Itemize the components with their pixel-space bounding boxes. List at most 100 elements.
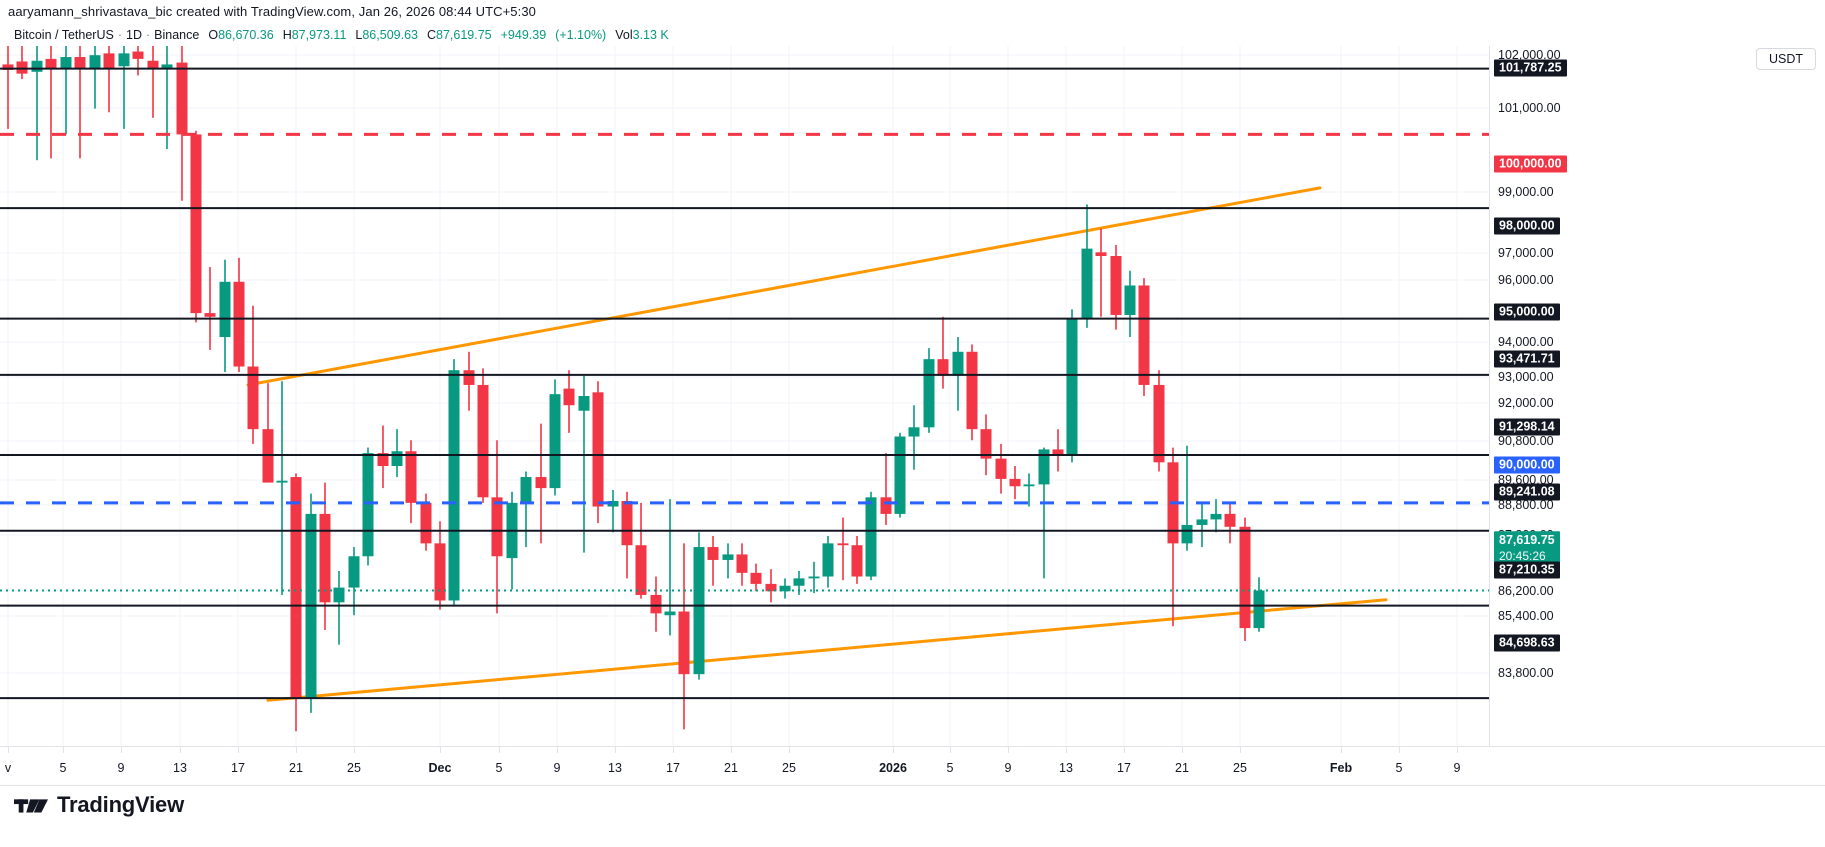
legend-high-label: H [282,28,292,42]
date-axis-tick: 25 [1233,761,1247,775]
price-axis-tick: 102,000.00 [1498,48,1561,62]
price-axis-tick: 99,000.00 [1498,185,1554,199]
tradingview-footer: TradingView [14,792,184,818]
price-axis-label-dark[interactable]: 98,000.00 [1494,217,1560,235]
price-axis[interactable]: USDT 102,000.00 101,000.00 99,000.00 97,000… [1489,46,1825,746]
chart-plot-area[interactable] [0,46,1489,746]
date-axis-tick: 13 [608,761,622,775]
price-axis-label-blue[interactable]: 90,000.00 [1494,456,1560,474]
legend-open-label: O [208,28,219,42]
date-axis-separator [557,747,558,753]
date-axis-separator [1457,747,1458,753]
price-axis-tick: 92,000.00 [1498,396,1554,410]
price-axis-label-dark[interactable]: 95,000.00 [1494,303,1560,321]
date-axis-separator [1124,747,1125,753]
date-axis-tick: Dec [428,761,452,775]
date-axis-separator [238,747,239,753]
price-axis-tick: 86,200.00 [1498,584,1554,598]
price-axis-tick: 94,000.00 [1498,335,1554,349]
date-axis-tick: 9 [1004,761,1012,775]
date-axis-separator [63,747,64,753]
price-axis-tick: 85,400.00 [1498,609,1554,623]
date-axis-tick: 21 [1175,761,1189,775]
legend-volume-value: 3.13 K [632,28,669,42]
legend-close-label: C [426,28,436,42]
date-axis-separator [673,747,674,753]
date-axis-separator [893,747,894,753]
price-axis-label-dark[interactable]: 91,298.14 [1494,418,1560,436]
price-axis-label-dark[interactable]: 84,698.63 [1494,634,1560,652]
date-axis-separator [1240,747,1241,753]
date-axis-separator [789,747,790,753]
bar-countdown: 20:45:26 [1499,548,1546,563]
date-axis-tick: 17 [231,761,245,775]
date-axis-separator [950,747,951,753]
price-axis-tick: 93,000.00 [1498,370,1554,384]
date-axis-separator [1008,747,1009,753]
date-axis-tick: 5 [946,761,954,775]
date-axis-tick: 13 [173,761,187,775]
date-axis-separator [731,747,732,753]
date-axis-tick: 25 [347,761,361,775]
price-axis-label-red[interactable]: 100,000.00 [1494,155,1567,173]
price-axis-tick: 101,000.00 [1498,101,1561,115]
legend-low-label: L [355,28,363,42]
date-axis-tick: 5 [1395,761,1403,775]
price-axis-label-teal[interactable]: 87,619.75 20:45:26 [1494,531,1560,567]
date-axis-separator [296,747,297,753]
legend-high-value: 87,973.11 [291,28,347,42]
candlestick-canvas [0,46,1489,746]
price-axis-tick: 96,000.00 [1498,273,1554,287]
legend-symbol[interactable]: Bitcoin / TetherUS [14,28,114,42]
legend-close-value: 87,619.75 [436,28,492,42]
date-axis-tick: 5 [59,761,67,775]
legend-exchange[interactable]: Binance [154,28,200,42]
legend-volume-label: Vol [615,28,633,42]
legend-dot-1: · [117,28,122,42]
price-axis-tick: 97,000.00 [1498,246,1554,260]
chart-legend: Bitcoin / TetherUS · 1D · Binance O86,67… [14,28,669,42]
date-axis-separator [1182,747,1183,753]
date-axis-tick: 2026 [879,761,907,775]
date-axis-tick: 5 [495,761,503,775]
date-axis-tick: 17 [1117,761,1131,775]
date-axis-tick: 13 [1059,761,1073,775]
date-axis-separator [1399,747,1400,753]
date-axis-tick: 9 [1453,761,1461,775]
date-axis-tick: 17 [666,761,680,775]
legend-change: +949.39 [500,28,547,42]
price-axis-label-dark[interactable]: 101,787.25 [1494,59,1567,77]
tradingview-logo-icon [14,799,48,813]
date-axis-separator [180,747,181,753]
date-axis-tick: 9 [553,761,561,775]
date-axis-separator [8,747,9,753]
price-axis-tick: 90,800.00 [1498,434,1554,448]
date-axis-tick: 21 [724,761,738,775]
legend-dot-2: · [145,28,151,42]
date-axis-separator [1066,747,1067,753]
legend-low-value: 86,509.63 [362,28,418,42]
date-axis-separator [615,747,616,753]
date-axis-separator [1341,747,1342,753]
currency-chip[interactable]: USDT [1755,48,1816,70]
tradingview-wordmark: TradingView [57,792,184,817]
date-axis-tick: 25 [782,761,796,775]
date-axis-separator [354,747,355,753]
date-axis-tick: 9 [117,761,125,775]
legend-interval[interactable]: 1D [126,28,142,42]
date-axis-tick: Feb [1329,761,1353,775]
attribution-text: aaryamann_shrivastava_bic created with T… [8,4,537,19]
date-axis[interactable]: v 5 9 13 17 21 25 Dec 5 9 13 17 21 25 2026 5 9 13 17 21 25 Fe… [0,746,1825,786]
price-axis-label-dark[interactable]: 93,471.71 [1494,350,1560,368]
legend-change-percent: (+1.10%) [555,28,607,42]
date-axis-separator [121,747,122,753]
price-axis-label-dark[interactable]: 87,210.35 [1494,561,1560,579]
date-axis-tick: 21 [289,761,303,775]
price-axis-tick: 83,800.00 [1498,666,1554,680]
price-axis-label-dark[interactable]: 89,241.08 [1494,483,1560,501]
price-axis-tick: 88,800.00 [1498,498,1554,512]
legend-open-value: 86,670.36 [218,28,274,42]
date-axis-tick: v [4,761,12,775]
date-axis-separator [499,747,500,753]
